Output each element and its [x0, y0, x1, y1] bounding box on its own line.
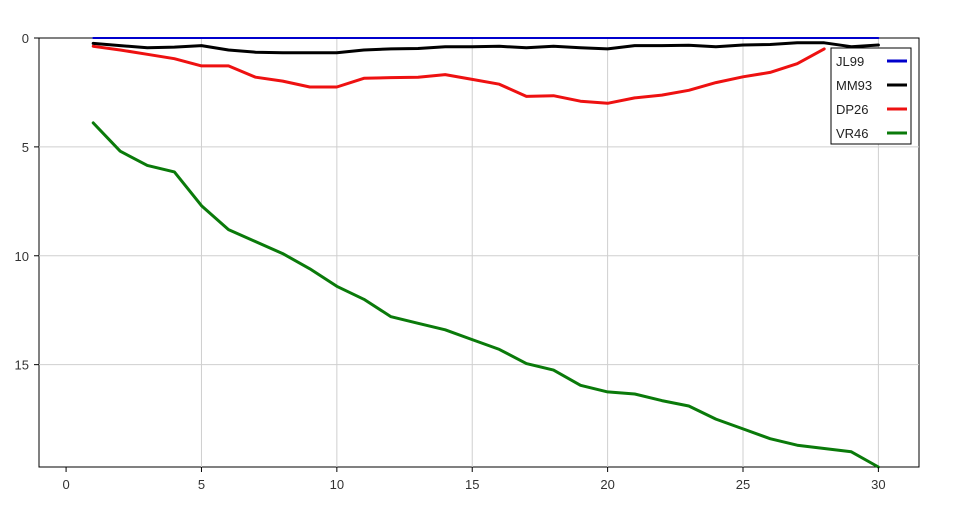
plot-frame [38, 37, 920, 468]
x-tick-label: 30 [871, 477, 885, 492]
x-tick-label: 25 [736, 477, 750, 492]
y-tick-label: 5 [22, 140, 29, 155]
x-tick-label: 10 [330, 477, 344, 492]
legend-box [830, 47, 912, 145]
y-tick-label: 0 [22, 31, 29, 46]
series-line-mm93 [91, 41, 880, 55]
y-tick-label: 15 [15, 358, 29, 373]
axes: 0 5 10 15 20 25 30 0 5 10 15 [15, 31, 886, 492]
x-tick-label: 5 [198, 477, 205, 492]
legend-label: JL99 [836, 54, 864, 69]
x-tick-label: 15 [465, 477, 479, 492]
x-tick-label: 20 [600, 477, 614, 492]
legend-label: MM93 [836, 78, 872, 93]
y-tick-label: 10 [15, 249, 29, 264]
series-line-vr46 [91, 121, 880, 469]
x-tick-label: 0 [62, 477, 69, 492]
series-line-dp26 [91, 44, 826, 105]
legend: JL99 MM93 DP26 VR46 [830, 47, 912, 145]
series-lines [91, 37, 880, 469]
legend-label: DP26 [836, 102, 869, 117]
legend-label: VR46 [836, 126, 869, 141]
